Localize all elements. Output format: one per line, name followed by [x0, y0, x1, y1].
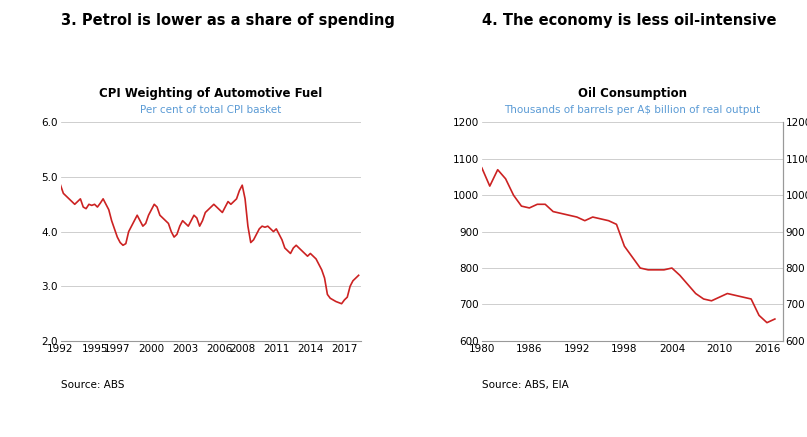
Text: Thousands of barrels per A$ billion of real output: Thousands of barrels per A$ billion of r… [504, 105, 760, 115]
Text: Per cent of total CPI basket: Per cent of total CPI basket [140, 105, 282, 115]
Text: Source: ABS: Source: ABS [61, 380, 124, 390]
Text: CPI Weighting of Automotive Fuel: CPI Weighting of Automotive Fuel [99, 87, 323, 101]
Text: Source: ABS, EIA: Source: ABS, EIA [482, 380, 569, 390]
Text: 4. The economy is less oil-intensive: 4. The economy is less oil-intensive [482, 13, 776, 28]
Text: Oil Consumption: Oil Consumption [578, 87, 687, 101]
Text: 3. Petrol is lower as a share of spending: 3. Petrol is lower as a share of spendin… [61, 13, 395, 28]
